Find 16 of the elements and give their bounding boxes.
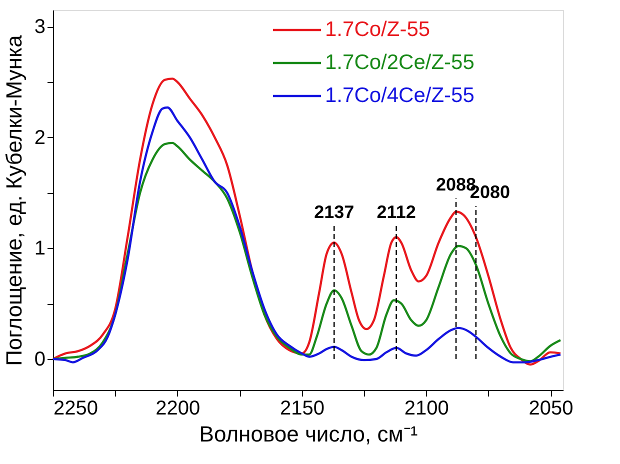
y-tick-label: 1 [34, 238, 46, 260]
y-tick-label: 2 [34, 126, 46, 149]
x-tick-label: 2250 [54, 398, 98, 420]
ref-line-label: 2137 [314, 202, 354, 222]
x-axis-title: Волновое число, см⁻¹ [199, 422, 418, 446]
legend-label: 1.7Co/Z-55 [325, 18, 430, 41]
legend-label: 1.7Co/4Ce/Z-55 [325, 84, 474, 107]
x-tick-label: 2150 [280, 398, 325, 420]
y-tick-label: 3 [34, 16, 46, 38]
y-axis-title: Поглощение, ед. Кубелки-Мунка [1, 34, 26, 366]
y-tick-label: 0 [34, 348, 46, 370]
legend-label: 1.7Co/2Ce/Z-55 [325, 51, 474, 74]
x-tick-label: 2100 [404, 398, 449, 420]
ref-line-label: 2112 [376, 202, 416, 222]
x-tick-label: 2200 [156, 398, 200, 420]
x-tick-label: 2050 [528, 398, 574, 420]
